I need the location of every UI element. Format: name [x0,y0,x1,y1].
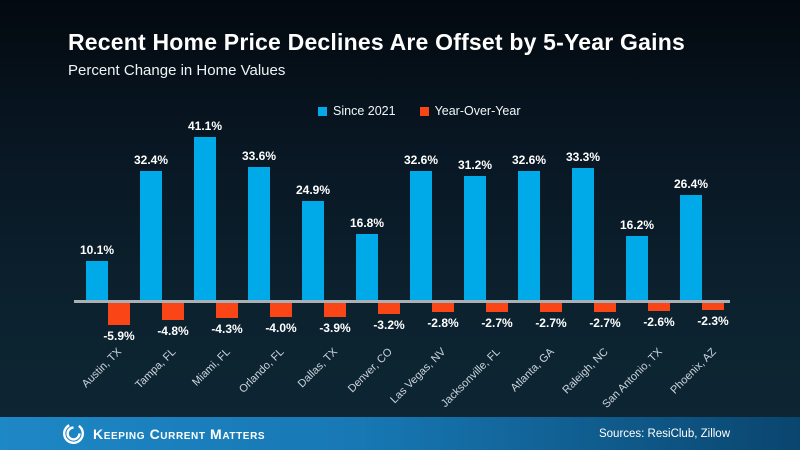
bar-since-2021 [680,195,702,301]
legend-label: Year-Over-Year [434,104,521,118]
bar-since-2021 [356,234,378,301]
legend-swatch-orange [419,106,429,116]
bar-year-over-year [432,301,454,312]
bar-year-over-year [702,301,724,310]
bar-year-over-year [378,301,400,314]
legend-swatch-blue [318,106,327,116]
bar-value-label: 31.2% [457,158,493,172]
bar-value-label: 33.3% [565,150,601,164]
x-axis-city-label: Phoenix, AZ [668,346,719,397]
bar-since-2021 [410,171,432,301]
bar-value-label: -4.8% [157,324,189,338]
footer-bar: Keeping Current Matters Sources: ResiClu… [0,417,800,450]
chart-subtitle: Percent Change in Home Values [68,62,286,79]
bar-value-label: -5.9% [103,329,135,343]
bar-year-over-year [108,301,130,325]
bar-year-over-year [270,301,292,317]
bar-since-2021 [194,137,216,301]
x-axis-city-label: Orlando, FL [236,346,287,396]
bar-year-over-year [162,301,184,320]
bar-since-2021 [626,236,648,301]
x-axis-city-label: Atlanta, GA [508,346,557,395]
bar-since-2021 [518,171,540,301]
x-axis-baseline [74,300,730,303]
bar-since-2021 [464,176,486,301]
bar-value-label: -2.7% [535,316,567,330]
bar-value-label: -3.2% [373,318,405,332]
bar-value-label: -2.3% [697,314,729,328]
bar-value-label: 33.6% [241,149,277,163]
bar-year-over-year [540,301,562,312]
bar-since-2021 [572,168,594,301]
bar-value-label: -2.8% [427,316,459,330]
bar-value-label: 32.4% [133,153,169,167]
bar-value-label: 16.8% [349,216,385,230]
bar-since-2021 [302,201,324,301]
x-axis-city-label: Dallas, TX [296,346,341,391]
x-axis-city-label: Denver, CO [345,346,395,396]
bar-value-label: -4.0% [265,321,297,335]
bar-value-label: 24.9% [295,183,331,197]
x-axis-city-label: Raleigh, NC [560,346,611,397]
bar-value-label: 16.2% [619,218,655,232]
x-axis-city-label: Tampa, FL [133,346,179,392]
bar-since-2021 [248,167,270,301]
brand-lockup: Keeping Current Matters [62,422,265,445]
bar-value-label: 41.1% [187,119,223,133]
bar-value-label: 26.4% [673,177,709,191]
bar-value-label: -2.7% [589,316,621,330]
bar-year-over-year [324,301,346,317]
legend-label: Since 2021 [333,104,396,118]
bar-year-over-year [216,301,238,318]
bar-value-label: -2.6% [643,315,675,329]
x-axis-city-label: Miami, FL [189,346,233,389]
sources-text: Sources: ResiClub, Zillow [598,427,730,440]
bar-year-over-year [648,301,670,311]
bar-since-2021 [86,261,108,301]
bar-value-label: -4.3% [211,322,243,336]
bar-since-2021 [140,171,162,301]
bar-value-label: -3.9% [319,321,351,335]
chart-legend: Since 2021 Year-Over-Year [318,104,521,118]
chart-title: Recent Home Price Declines Are Offset by… [68,29,685,55]
x-axis-city-label: Austin, TX [80,346,125,391]
bar-value-label: 32.6% [511,153,547,167]
x-axis-city-label: Las Vegas, NV [388,346,449,406]
x-axis-city-label: Jacksonville, FL [438,346,503,410]
bar-year-over-year [486,301,508,312]
bar-value-label: 32.6% [403,153,439,167]
kcm-swirl-logo-icon [62,422,85,445]
bar-value-label: -2.7% [481,316,513,330]
bar-value-label: 10.1% [79,243,115,257]
bar-year-over-year [594,301,616,312]
brand-name: Keeping Current Matters [93,425,266,442]
legend-item-year-over-year: Year-Over-Year [419,104,521,118]
legend-item-since-2021: Since 2021 [318,104,396,118]
